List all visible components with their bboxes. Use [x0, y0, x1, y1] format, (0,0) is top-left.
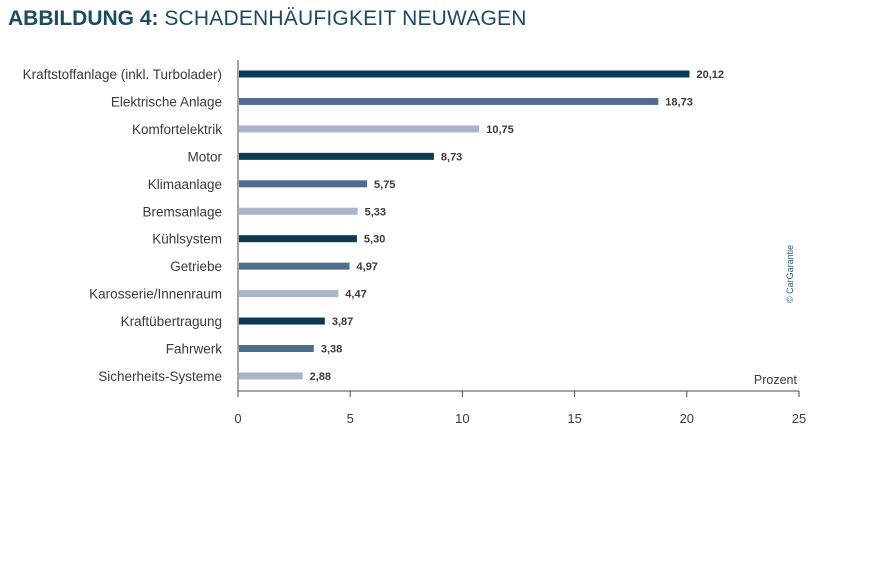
- bar: [239, 235, 357, 243]
- bar: [239, 290, 339, 298]
- x-tick-label: 10: [455, 411, 469, 426]
- credit-text: © CarGarantie: [785, 245, 795, 303]
- category-label: Fahrwerk: [166, 342, 223, 357]
- value-label: 18,73: [665, 96, 693, 108]
- value-label: 8,73: [441, 151, 462, 163]
- bar: [239, 207, 358, 215]
- category-label: Karosserie/Innenraum: [89, 287, 222, 302]
- chart-title-prefix: ABBILDUNG 4:: [8, 7, 159, 30]
- category-label: Komfortelektrik: [132, 122, 222, 137]
- value-label: 5,33: [365, 206, 386, 218]
- bar: [239, 345, 314, 352]
- bar: [239, 125, 480, 133]
- value-label: 10,75: [486, 124, 514, 136]
- value-label: 4,97: [357, 261, 378, 273]
- value-label: 5,30: [364, 234, 385, 246]
- category-label: Bremsanlage: [142, 204, 222, 219]
- axes-group: 0 5 10 15 20 25 Prozent: [234, 60, 806, 426]
- bar: [239, 180, 368, 188]
- bar: [239, 262, 350, 270]
- category-label: Kühlsystem: [152, 232, 222, 247]
- bar: [239, 97, 659, 105]
- category-label: Klimaanlage: [148, 177, 222, 192]
- category-label: Getriebe: [170, 259, 222, 274]
- category-label: Kraftstoffanlage (inkl. Turbolader): [23, 67, 222, 82]
- category-label: Elektrische Anlage: [111, 94, 222, 109]
- value-label: 3,38: [321, 344, 342, 356]
- bar: [239, 317, 325, 325]
- bars-group: Kraftstoffanlage (inkl. Turbolader) 20,12…: [23, 67, 724, 384]
- x-tick-label: 25: [792, 411, 806, 426]
- x-tick-label: 20: [680, 411, 694, 426]
- x-tick-label: 15: [567, 411, 581, 426]
- category-label: Motor: [187, 149, 222, 164]
- value-label: 20,12: [696, 69, 724, 81]
- category-label: Kraftübertragung: [121, 314, 222, 329]
- bar: [239, 152, 434, 160]
- x-tick-label: 0: [234, 411, 241, 426]
- chart-title-main: SCHADENHÄUFIGKEIT NEUWAGEN: [164, 7, 527, 30]
- value-label: 2,88: [310, 371, 331, 383]
- value-label: 5,75: [374, 179, 395, 191]
- bar: [239, 372, 303, 380]
- bar: [239, 70, 690, 78]
- category-label: Sicherheits-Systeme: [98, 369, 222, 384]
- chart-title: ABBILDUNG 4: SCHADENHÄUFIGKEIT NEUWAGEN: [8, 6, 527, 32]
- x-axis-unit-label: Prozent: [754, 373, 798, 387]
- value-label: 4,47: [345, 289, 366, 301]
- value-label: 3,87: [332, 316, 353, 328]
- x-tick-label: 5: [347, 411, 354, 426]
